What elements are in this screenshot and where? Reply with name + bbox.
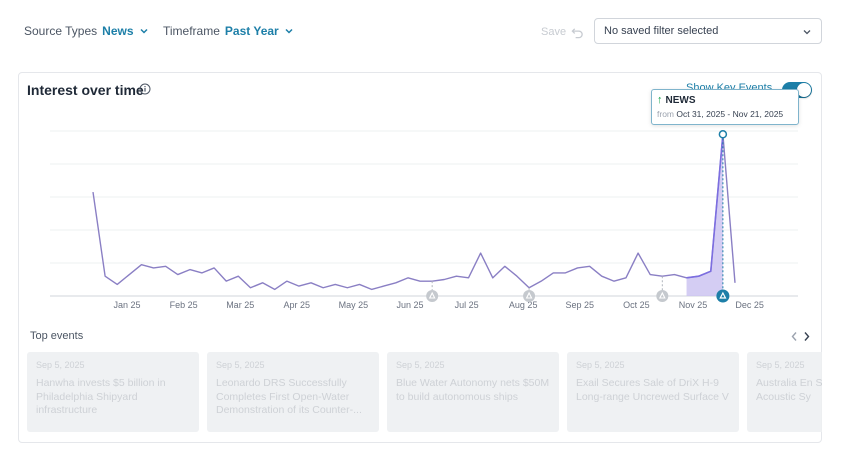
event-date: Sep 5, 2025 [36, 360, 85, 370]
event-headline: Exail Secures Sale of DriX H-9 Long-rang… [576, 377, 729, 403]
event-marker-glyph [428, 291, 436, 299]
event-card[interactable]: Sep 5, 2025 Exail Secures Sale of DriX H… [567, 352, 739, 432]
chevron-down-icon [803, 30, 811, 35]
tooltip-range: Oct 31, 2025 - Nov 21, 2025 [676, 109, 784, 119]
source-types-filter[interactable]: Source Types News [24, 24, 149, 38]
selected-event-marker [716, 289, 730, 303]
event-marker [523, 290, 536, 302]
source-types-label: Source Types [24, 24, 98, 38]
x-tick-label: Jan 25 [113, 300, 140, 310]
x-tick-label: Apr 25 [284, 300, 311, 310]
timeframe-label: Timeframe [163, 24, 220, 38]
event-headline: Leonardo DRS Successfully Completes Firs… [216, 377, 362, 416]
highlight-area [686, 134, 723, 296]
chevron-right-icon[interactable] [802, 331, 811, 342]
interest-over-time-card [18, 72, 822, 443]
selected-point [718, 130, 728, 139]
event-marker-glyph [658, 291, 666, 299]
x-tick-label: Jul 25 [455, 300, 479, 310]
undo-icon[interactable] [571, 26, 584, 39]
save-button[interactable]: Save [541, 26, 567, 38]
info-icon[interactable] [139, 83, 151, 95]
selected-event-glyph [719, 291, 727, 299]
event-card[interactable]: Sep 5, 2025 Leonardo DRS Successfully Co… [207, 352, 379, 432]
event-date: Sep 5, 2025 [396, 360, 445, 370]
tooltip-from-label: from [657, 109, 674, 119]
event-marker [656, 290, 669, 302]
event-date: Sep 5, 2025 [576, 360, 625, 370]
timeframe-filter[interactable]: Timeframe Past Year [163, 24, 294, 38]
x-tick-label: Mar 25 [226, 300, 254, 310]
x-tick-label: Jun 25 [396, 300, 423, 310]
series-line [92, 133, 736, 291]
x-tick-label: Feb 25 [170, 300, 198, 310]
x-tick-label: Sep 25 [566, 300, 595, 310]
chart-title: Interest over time [27, 82, 144, 98]
saved-filter-select[interactable]: No saved filter selected [594, 18, 822, 44]
chevron-left-icon[interactable] [790, 331, 799, 342]
x-tick-label: May 25 [339, 300, 369, 310]
event-date: Sep 5, 2025 [756, 360, 805, 370]
event-headline: Australia En Surveillance Acoustic Sy [756, 377, 822, 403]
top-events-title: Top events [30, 330, 84, 342]
chart-tooltip: ↑ NEWS from Oct 31, 2025 - Nov 21, 2025 [651, 89, 799, 125]
event-headline: Hanwha invests $5 billion in Philadelphi… [36, 377, 166, 416]
event-card[interactable]: Sep 5, 2025 Hanwha invests $5 billion in… [27, 352, 199, 432]
x-tick-label: Nov 25 [679, 300, 708, 310]
top-events-list: Sep 5, 2025 Hanwha invests $5 billion in… [27, 352, 822, 432]
chevron-down-icon[interactable] [139, 26, 149, 36]
event-headline: Blue Water Autonomy nets $50M to build a… [396, 377, 550, 403]
timeframe-value[interactable]: Past Year [224, 24, 279, 38]
event-date: Sep 5, 2025 [216, 360, 265, 370]
saved-filter-value: No saved filter selected [604, 25, 719, 37]
source-types-value[interactable]: News [102, 24, 134, 38]
tooltip-series: NEWS [665, 94, 696, 106]
event-marker-glyph [525, 291, 533, 299]
x-tick-label: Oct 25 [623, 300, 650, 310]
arrow-up-icon: ↑ [657, 94, 663, 106]
x-tick-label: Dec 25 [735, 300, 764, 310]
event-card[interactable]: Sep 5, 2025 Blue Water Autonomy nets $50… [387, 352, 559, 432]
chevron-down-icon[interactable] [284, 26, 294, 36]
highlight-line [686, 134, 724, 279]
event-marker [426, 290, 439, 302]
toggle-knob [797, 83, 811, 97]
event-card[interactable]: Sep 5, 2025 Australia En Surveillance Ac… [747, 352, 822, 432]
x-tick-label: Aug 25 [509, 300, 538, 310]
